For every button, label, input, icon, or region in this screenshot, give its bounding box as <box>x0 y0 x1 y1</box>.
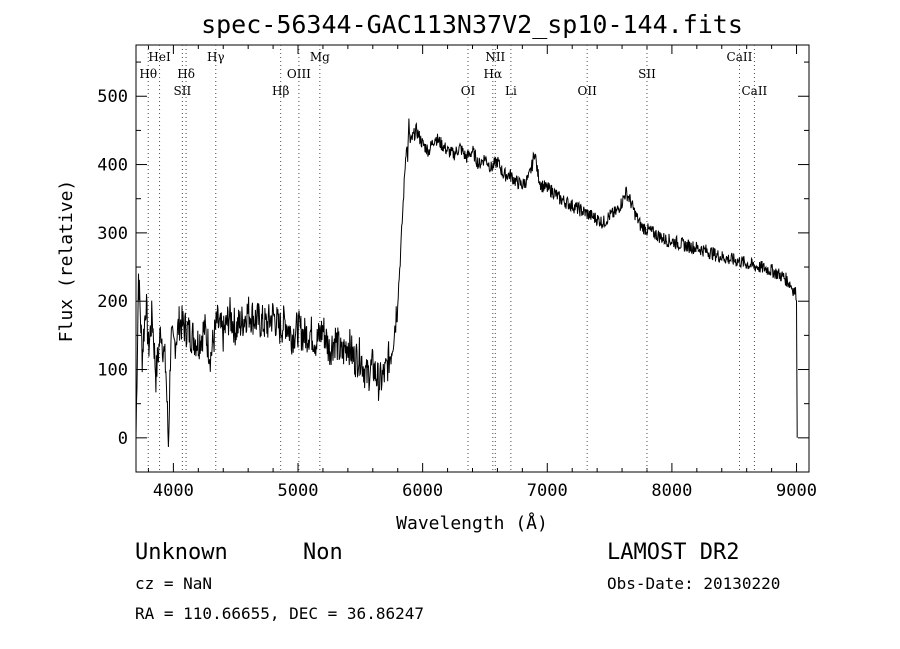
line-label-14: CaII <box>727 50 753 64</box>
y-axis-label: Flux (relative) <box>56 180 77 343</box>
line-label-8: OI <box>461 84 476 98</box>
ra-dec: RA = 110.66655, DEC = 36.86247 <box>135 604 424 623</box>
line-label-6: OIII <box>287 67 311 81</box>
obs-date: Obs-Date: 20130220 <box>607 574 780 593</box>
chart-title: spec-56344-GAC113N37V2_sp10-144.fits <box>201 10 743 39</box>
line-label-1: Hθ <box>139 67 157 81</box>
y-tick-label-500: 500 <box>97 87 128 107</box>
redshift-text: cz = NaN <box>135 574 212 593</box>
x-axis-label: Wavelength (Å) <box>396 512 548 534</box>
y-tick-label-100: 100 <box>97 361 128 381</box>
x-tick-label-6000: 6000 <box>402 481 443 501</box>
y-tick-label-300: 300 <box>97 224 128 244</box>
plot-area: 4000 5000 6000 7000 8000 9000 0 100 200 300 400 500… <box>97 44 817 501</box>
x-tick-label-7000: 7000 <box>527 481 568 501</box>
line-label-12: OII <box>577 84 597 98</box>
x-tick-label-9000: 9000 <box>776 481 817 501</box>
x-tick-label-4000: 4000 <box>153 481 194 501</box>
line-label-3: SII <box>174 84 192 98</box>
line-label-11: Li <box>505 84 517 98</box>
survey-label: LAMOST DR2 <box>607 540 739 565</box>
x-tick-label-8000: 8000 <box>651 481 692 501</box>
line-label-0: HeI <box>148 50 171 64</box>
line-label-15: CaII <box>741 84 767 98</box>
line-label-7: Mg <box>310 50 330 64</box>
line-label-9: NII <box>485 50 505 64</box>
y-tick-label-0: 0 <box>118 429 128 449</box>
spectrum-line <box>135 118 798 448</box>
line-label-13: SII <box>638 67 656 81</box>
line-label-5: Hβ <box>272 84 289 98</box>
y-tick-label-400: 400 <box>97 156 128 176</box>
object-class: Unknown <box>135 540 228 565</box>
y-tick-label-200: 200 <box>97 292 128 312</box>
plot-frame <box>135 44 810 473</box>
line-label-10: Hα <box>484 67 503 81</box>
object-subclass: Non <box>303 540 343 565</box>
x-tick-label-5000: 5000 <box>278 481 319 501</box>
line-label-4: Hγ <box>207 50 225 64</box>
line-label-2: Hδ <box>177 67 195 81</box>
